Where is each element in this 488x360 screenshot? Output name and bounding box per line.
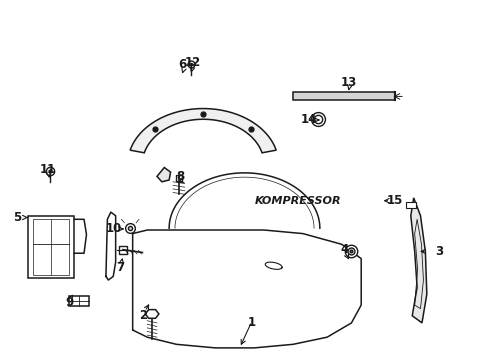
- Text: 15: 15: [386, 194, 403, 207]
- Text: 4: 4: [340, 243, 348, 256]
- Bar: [292, 93, 394, 100]
- Text: 11: 11: [40, 163, 56, 176]
- Text: 10: 10: [105, 222, 122, 235]
- Text: 3: 3: [434, 245, 442, 258]
- Polygon shape: [145, 310, 159, 318]
- Polygon shape: [157, 167, 170, 182]
- Polygon shape: [410, 198, 426, 323]
- Bar: [33, 219, 69, 275]
- Text: 2: 2: [139, 309, 147, 322]
- Bar: [28, 216, 74, 278]
- Text: 14: 14: [301, 113, 317, 126]
- Text: 6: 6: [178, 58, 186, 72]
- Bar: [69, 296, 89, 306]
- Text: 12: 12: [184, 56, 200, 69]
- Text: 1: 1: [247, 316, 255, 329]
- Text: 8: 8: [176, 170, 184, 183]
- Text: KOMPRESSOR: KOMPRESSOR: [254, 197, 341, 206]
- Polygon shape: [130, 109, 276, 153]
- Text: 9: 9: [65, 296, 73, 309]
- Bar: [405, 202, 415, 208]
- Text: 7: 7: [116, 261, 124, 274]
- Text: 5: 5: [13, 211, 21, 224]
- Text: 13: 13: [340, 76, 356, 89]
